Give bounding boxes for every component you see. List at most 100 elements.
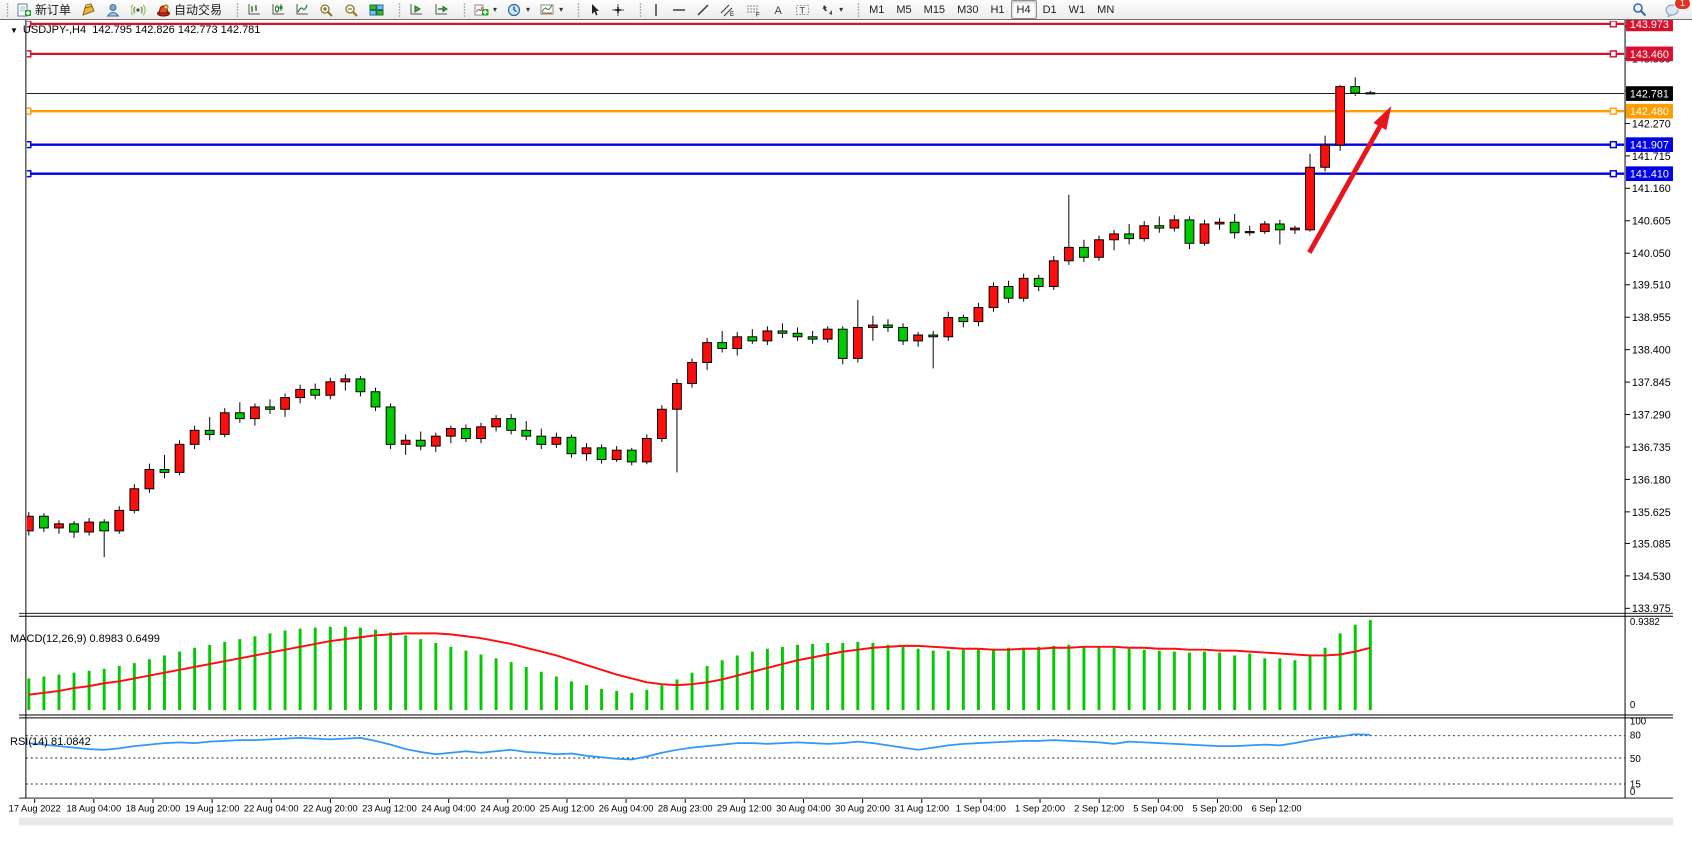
candle-body	[1033, 277, 1044, 288]
auto-scroll-button[interactable]	[404, 0, 429, 20]
price-tick-label: 136.735	[1632, 442, 1671, 454]
text-label-button[interactable]: T	[790, 0, 815, 20]
line-handle[interactable]	[25, 140, 32, 149]
candle-body	[1274, 223, 1285, 231]
line-handle[interactable]	[25, 20, 32, 28]
timeframe-button-w1[interactable]: W1	[1068, 3, 1086, 16]
line-handle[interactable]	[1609, 107, 1617, 115]
timeframe-button-m30[interactable]: M30	[957, 3, 979, 16]
chart-shift-button[interactable]	[429, 0, 454, 20]
trendline-button[interactable]	[691, 0, 715, 20]
candle-body	[536, 435, 547, 445]
notifications-button[interactable]: 1	[1660, 0, 1691, 20]
time-tick-label: 31 Aug 12:00	[894, 804, 949, 814]
chart-canvas[interactable]: 143.935143.380142.825142.270141.715141.1…	[0, 19, 1692, 844]
autotrade-button[interactable]: 自动交易	[151, 0, 227, 20]
search-button[interactable]	[1627, 0, 1652, 20]
level-price-badge-box	[1626, 166, 1673, 182]
candle-body	[204, 429, 215, 435]
trend-arrow-annotation[interactable]	[1307, 125, 1383, 254]
line-chart-button[interactable]	[290, 0, 314, 20]
time-tick-label: 17 Aug 2022	[9, 804, 61, 814]
candle-body	[656, 408, 667, 439]
candle-body	[611, 449, 622, 461]
time-tick-label: 25 Aug 12:00	[540, 804, 595, 814]
line-handle[interactable]	[25, 107, 32, 115]
indicators-button[interactable]: ▾	[469, 0, 502, 20]
fibonacci-button[interactable]: F	[741, 0, 767, 20]
price-tick-label: 140.050	[1632, 248, 1671, 260]
new-order-button[interactable]: 新订单	[12, 0, 76, 20]
timeframe-button-mn[interactable]: MN	[1097, 3, 1115, 16]
tile-windows-button[interactable]	[364, 0, 389, 20]
current-price-badge-box	[1626, 86, 1673, 101]
timeframe-button-m1[interactable]: M1	[869, 3, 885, 16]
chart-window[interactable]: 143.935143.380142.825142.270141.715141.1…	[0, 19, 1692, 844]
dropdown-caret: ▾	[559, 5, 564, 14]
styles-button[interactable]	[76, 0, 101, 20]
candlestick-chart-button[interactable]	[266, 0, 290, 20]
level-price-badge-text: 141.410	[1630, 169, 1669, 181]
line-handle[interactable]	[25, 50, 32, 58]
line-handle[interactable]	[1609, 20, 1617, 28]
chart-background[interactable]	[19, 19, 1673, 826]
candle-body	[868, 324, 878, 328]
profile-button[interactable]	[101, 0, 126, 20]
rsi-scale-label: 50	[1630, 754, 1641, 765]
rsi-scale-label: 15	[1630, 779, 1641, 790]
autotrade-label: 自动交易	[174, 3, 223, 17]
zoom-out-button[interactable]	[339, 0, 364, 20]
toolbar-group-scroll	[392, 0, 457, 19]
zoom-in-button[interactable]	[314, 0, 339, 20]
time-tick-label: 1 Sep 20:00	[1015, 804, 1065, 814]
level-price-badge: 143.460	[1626, 46, 1673, 62]
price-tick-label: 142.270	[1632, 118, 1671, 130]
line-handle[interactable]	[25, 170, 32, 178]
templates-button[interactable]: ▾	[535, 0, 568, 20]
candle-body	[596, 447, 607, 461]
collapse-chart-icon[interactable]: ▼	[10, 25, 18, 35]
price-tick-label: 134.530	[1632, 571, 1671, 583]
svg-text:A: A	[775, 5, 783, 17]
time-tick-label: 19 Aug 12:00	[185, 804, 240, 814]
equidistant-channel-button[interactable]: E	[715, 0, 741, 20]
signal-button[interactable]	[126, 0, 151, 20]
time-tick-label: 5 Sep 20:00	[1192, 804, 1242, 814]
timeframe-button-m15[interactable]: M15	[923, 3, 946, 16]
bar-chart-button[interactable]	[242, 0, 266, 20]
horizontal-line-button[interactable]	[667, 0, 691, 20]
level-price-badge-box	[1626, 46, 1673, 62]
candle-body	[1244, 231, 1255, 234]
candle-body	[234, 412, 245, 420]
line-handle[interactable]	[1609, 170, 1617, 178]
candle-body	[174, 443, 185, 473]
line-handle[interactable]	[1609, 50, 1617, 58]
candle-body	[1365, 92, 1376, 95]
candle-body	[84, 521, 94, 533]
time-tick-label: 30 Aug 20:00	[835, 804, 890, 814]
arrows-button[interactable]: ▾	[815, 0, 848, 20]
candle-body	[1184, 219, 1195, 244]
signal-icon	[131, 3, 146, 17]
periods-button[interactable]: ▾	[502, 0, 535, 20]
chart-title: ▼ USDJPY-,H4 142.795 142.826 142.773 142…	[10, 24, 260, 36]
timeframe-button-h1[interactable]: H1	[990, 3, 1005, 16]
timeframe-button-d1[interactable]: D1	[1042, 3, 1057, 16]
toolbar-group-timeframes: M1 M5 M15 M30 H1 H4 D1 W1 MN	[851, 0, 1123, 19]
level-price-badge: 142.480	[1626, 103, 1673, 119]
profile-icon	[106, 3, 121, 17]
line-handle[interactable]	[1609, 140, 1617, 149]
candle-body	[325, 381, 336, 396]
candle-body	[988, 286, 999, 309]
cursor-button[interactable]	[583, 0, 606, 20]
timeframe-button-h4[interactable]: H4	[1010, 0, 1037, 19]
text-button[interactable]: A	[767, 0, 790, 20]
price-tick-label: 135.085	[1632, 538, 1671, 550]
crosshair-button[interactable]	[606, 0, 630, 20]
time-axis[interactable]: 17 Aug 2022 18 Aug 04:00 18 Aug 20:00 19 Au…	[9, 799, 1302, 814]
timeframe-button-m5[interactable]: M5	[896, 3, 912, 16]
vertical-line-button[interactable]	[645, 0, 667, 20]
candle-body	[883, 324, 893, 328]
toolbar-group-charttype	[230, 0, 392, 19]
time-tick-label: 5 Sep 04:00	[1133, 804, 1183, 814]
